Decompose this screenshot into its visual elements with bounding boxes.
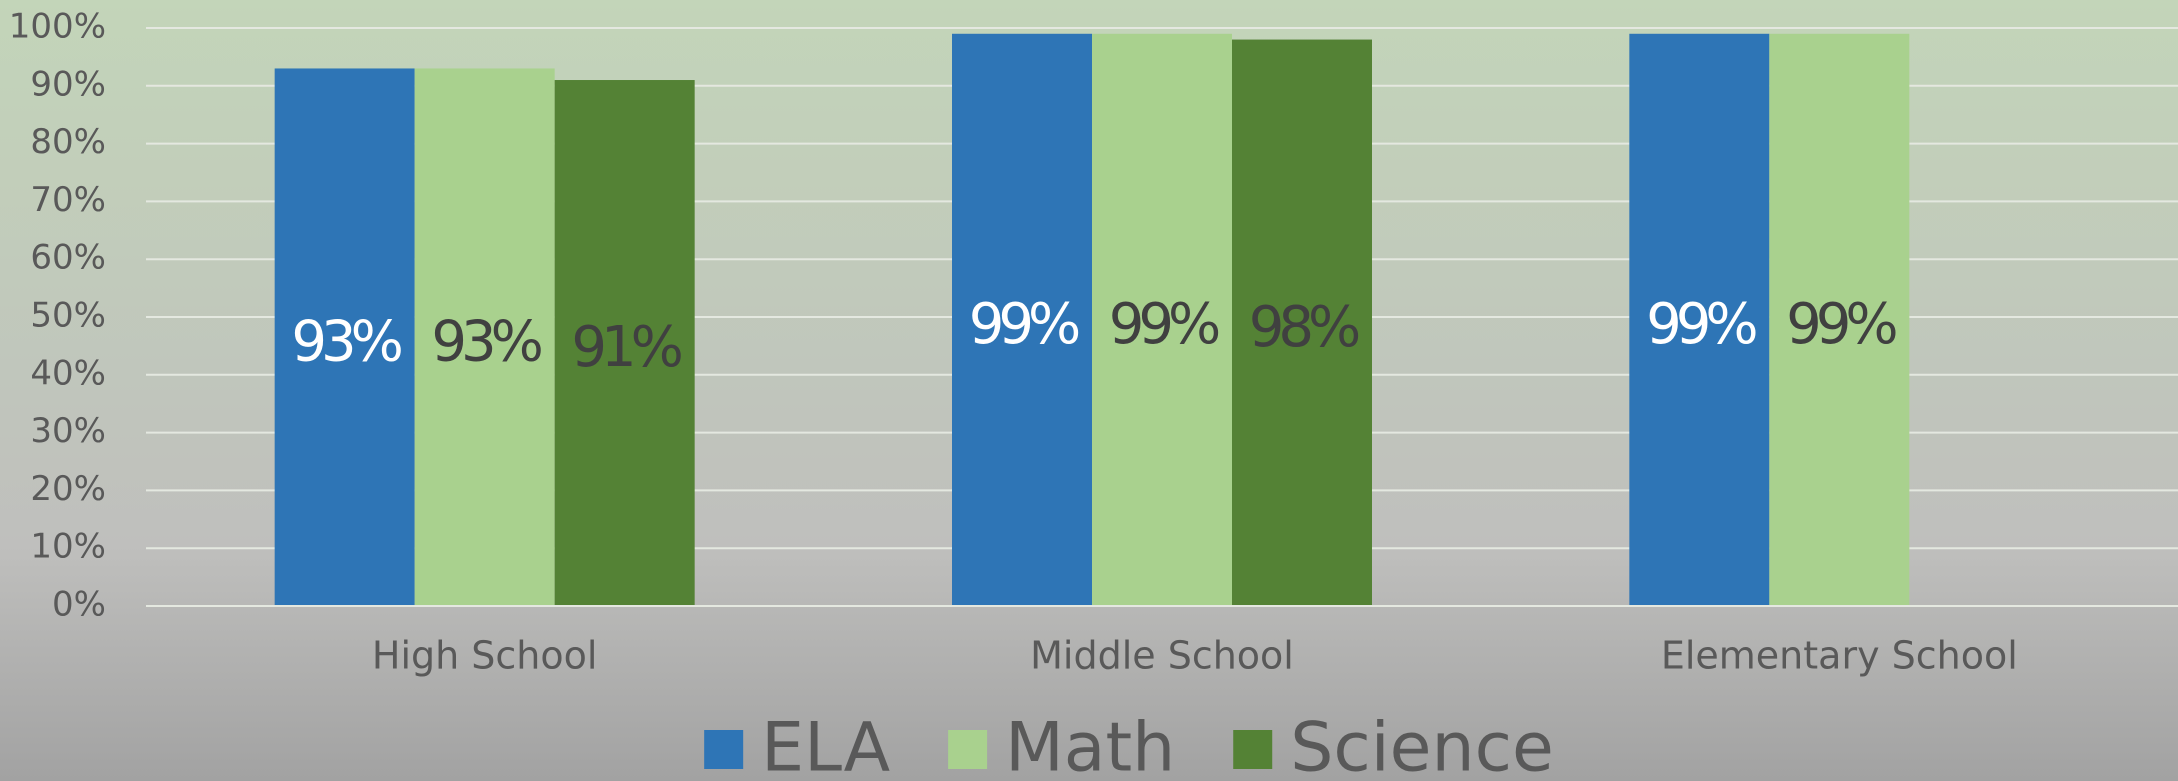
data-label: 93% bbox=[431, 309, 541, 374]
bar bbox=[952, 33, 1092, 606]
bar bbox=[1769, 33, 1910, 606]
y-tick-label: 60% bbox=[30, 238, 106, 278]
x-tick-label: Middle School bbox=[1030, 634, 1294, 678]
y-tick-label: 0% bbox=[52, 585, 106, 625]
y-tick-label: 80% bbox=[30, 122, 106, 162]
x-tick-label: High School bbox=[372, 634, 598, 678]
y-tick-label: 50% bbox=[30, 296, 106, 336]
legend-label: ELA bbox=[761, 709, 890, 781]
legend-label: Math bbox=[1005, 709, 1175, 781]
legend-swatch bbox=[704, 730, 744, 769]
bar bbox=[1232, 39, 1372, 607]
bar bbox=[1092, 33, 1232, 606]
data-label: 99% bbox=[1786, 292, 1896, 357]
legend-swatch bbox=[948, 730, 988, 769]
data-label: 99% bbox=[1109, 292, 1219, 357]
y-tick-label: 90% bbox=[30, 64, 106, 104]
y-tick-label: 70% bbox=[30, 180, 106, 220]
data-label: 93% bbox=[291, 309, 401, 374]
legend-swatch bbox=[1233, 730, 1273, 769]
legend-label: Science bbox=[1290, 709, 1554, 781]
x-tick-label: Elementary School bbox=[1661, 634, 2018, 678]
bar bbox=[554, 80, 695, 606]
y-tick-label: 20% bbox=[30, 469, 106, 509]
y-tick-label: 100% bbox=[9, 7, 106, 47]
bar bbox=[414, 68, 555, 606]
y-tick-label: 30% bbox=[30, 411, 106, 451]
data-label: 98% bbox=[1249, 295, 1359, 360]
bar bbox=[274, 68, 415, 606]
data-label: 99% bbox=[1646, 292, 1756, 357]
y-tick-label: 40% bbox=[30, 353, 106, 393]
y-tick-label: 10% bbox=[30, 527, 106, 567]
data-label: 91% bbox=[571, 315, 681, 380]
data-label: 99% bbox=[969, 292, 1079, 357]
bar bbox=[1629, 33, 1770, 606]
